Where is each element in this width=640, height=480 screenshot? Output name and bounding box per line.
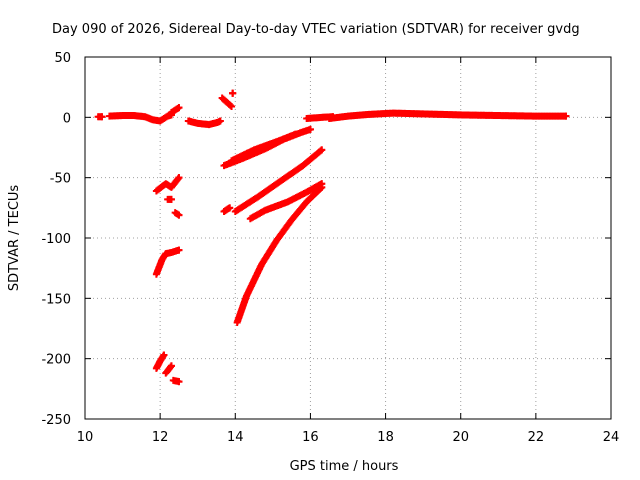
- series-band-minus40: [220, 125, 314, 170]
- x-axis-ticks: 10 12 14 16 18 20 22 24: [77, 57, 620, 445]
- y-tick-label: -250: [41, 413, 71, 428]
- y-tick-label: -100: [41, 232, 71, 247]
- series-deep-curve: [233, 183, 326, 326]
- x-axis-label: GPS time / hours: [290, 459, 399, 474]
- y-tick-label: -150: [41, 292, 71, 307]
- series-baseline-b: [303, 109, 570, 123]
- data-point: [160, 351, 168, 359]
- y-tick-label: -50: [50, 172, 71, 187]
- chart-title: Day 090 of 2026, Sidereal Day-to-day VTE…: [52, 22, 580, 37]
- x-tick-label: 16: [302, 430, 319, 445]
- x-tick-label: 22: [528, 430, 545, 445]
- series-cluster-12h-minus205: [152, 351, 183, 386]
- x-tick-label: 12: [152, 430, 169, 445]
- data-point: [562, 112, 570, 120]
- data-point: [175, 211, 183, 219]
- data-point: [317, 184, 325, 192]
- x-tick-label: 10: [77, 430, 94, 445]
- x-tick-label: 24: [603, 430, 620, 445]
- data-point: [229, 89, 237, 97]
- series-band-minus80: [220, 146, 326, 215]
- data-point: [306, 125, 314, 133]
- data-point: [167, 195, 175, 203]
- data-point: [226, 204, 234, 212]
- x-tick-label: 18: [377, 430, 394, 445]
- x-tick-label: 14: [227, 430, 244, 445]
- data-point: [175, 246, 183, 254]
- data-points: [94, 89, 570, 386]
- data-point: [318, 183, 326, 191]
- series-cluster-12h-minus60: [152, 174, 183, 219]
- y-tick-label: 0: [63, 111, 71, 126]
- data-point: [167, 362, 175, 370]
- y-axis-ticks: -250 -200 -150 -100 -50 0 50: [41, 51, 611, 428]
- data-point: [175, 174, 183, 182]
- data-point: [226, 101, 234, 109]
- y-tick-label: 50: [54, 51, 71, 66]
- x-tick-label: 20: [452, 430, 469, 445]
- series-baseline-a: [94, 111, 175, 125]
- data-point: [228, 102, 236, 110]
- data-point: [216, 117, 224, 125]
- series-spikes-12h: [167, 104, 224, 129]
- grid-lines: [85, 57, 611, 419]
- series-cluster-12h-minus120: [152, 246, 183, 278]
- data-point: [318, 146, 326, 154]
- series-short-rise-13.7h: [218, 89, 237, 110]
- plot-frame: [84, 56, 612, 420]
- y-tick-label: -200: [41, 353, 71, 368]
- data-point: [291, 130, 299, 138]
- data-point: [175, 104, 183, 112]
- data-point: [98, 113, 106, 121]
- y-axis-label: SDTVAR / TECUs: [7, 185, 22, 292]
- series-band-minus85: [246, 180, 326, 223]
- data-point: [175, 378, 183, 386]
